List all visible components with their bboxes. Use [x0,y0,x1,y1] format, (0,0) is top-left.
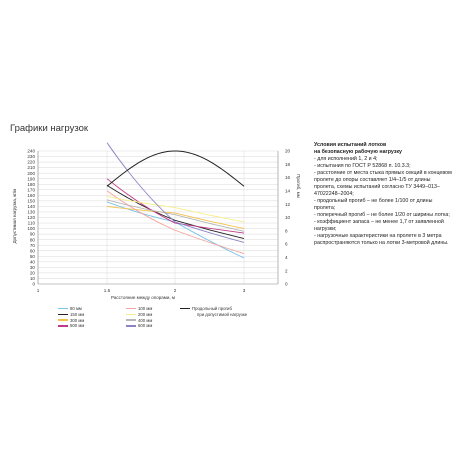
y-tick-label: 10 [30,276,36,281]
y-tick-label: 110 [28,221,36,226]
y-tick-label: 150 [27,198,35,203]
legend-label-line: Продольный прогиб [192,306,232,311]
series-line-500-мм [106,178,245,234]
series-line-400-мм [106,199,245,232]
y2-tick-label: 10 [285,215,291,220]
legend-item: 300 мм [58,318,84,323]
legend-swatch [58,313,68,315]
y-tick-label: 240 [27,149,35,154]
legend-swatch [126,325,136,327]
legend-label: 500 мм [70,323,85,329]
legend-item: 100 мм [126,306,152,311]
notes-line: - поперечный прогиб – не более 1/20 от ш… [314,212,450,218]
y2-tick-label: 6 [285,242,288,247]
legend-item: 600 мм [126,323,152,328]
y-tick-label: 30 [30,265,36,270]
y-tick-label: 120 [27,215,35,220]
page-title: Графики нагрузок [10,123,89,134]
notes-heading-2: на безопасную рабочую нагрузку [314,149,402,155]
y2-tick-label: 0 [285,282,288,287]
legend-label: Продольный прогиб при допустимой нагрузке [192,306,247,317]
x-tick-label: 3 [243,288,246,293]
y-tick-label: 190 [27,176,35,181]
y-tick-label: 60 [30,248,36,253]
deflection-curve [106,150,245,187]
legend-swatch [126,319,136,321]
y-tick-label: 180 [27,182,35,187]
y2-tick-label: 18 [285,162,291,167]
notes-line: - нагрузочные характеристики на пролете … [314,233,449,246]
series-line-600-мм [106,142,245,243]
axes-layer: 0102030405060708090100110120130140150160… [27,149,290,293]
notes-heading-1: Условия испытаний лотков [314,142,387,148]
legend-swatch [58,307,68,310]
legend-item-deflection: Продольный прогиб при допустимой нагрузке [180,306,247,317]
y-tick-label: 140 [27,204,35,209]
y2-axis-label: Прогиб, мм [296,174,301,198]
y2-tick-label: 12 [285,202,291,207]
legend-item: 150 мм [58,312,84,317]
series-line-300-мм [106,205,245,230]
notes-line: - для исполнений 1, 2 и 4; [314,156,378,162]
legend-item: 500 мм [58,323,84,328]
x-tick-label: 2 [174,288,177,293]
x-tick-label: 1.5 [104,288,111,293]
notes-line: - расстояние от места стыка прямых секци… [314,170,452,197]
y-tick-label: 80 [30,237,36,242]
y-tick-label: 130 [27,210,35,215]
y-tick-label: 210 [27,165,35,170]
y-tick-label: 220 [27,160,35,165]
legend-swatch [58,319,68,321]
y-tick-label: 20 [30,271,36,276]
legend-label: 150 мм [70,311,85,317]
y2-tick-label: 16 [285,175,291,180]
notes-line: - коэффициент запаса – не менее 1,7 от з… [314,219,444,232]
legend-label: 400 мм [138,317,153,323]
test-conditions: Условия испытаний лотков на безопасную р… [314,142,452,247]
y-tick-label: 0 [32,282,35,287]
y-tick-label: 40 [30,259,36,264]
y2-tick-label: 2 [285,268,288,273]
legend-swatch [126,307,136,310]
series-line-150-мм [106,184,245,239]
legend-label: 80 мм [70,306,82,311]
y-tick-label: 100 [27,226,35,231]
y-tick-label: 50 [30,254,36,259]
series-line-200-мм [106,195,245,223]
x-axis-label: Расстояние между опорами, м [111,295,175,300]
y-tick-label: 160 [27,193,35,198]
x-tick-label: 1 [37,288,40,293]
notes-line: - испытания по ГОСТ Р 52868 п. 10.3.3; [314,163,411,169]
legend-swatch [126,313,136,315]
legend-swatch [180,308,190,310]
y2-tick-label: 8 [285,228,288,233]
legend-label: 100 мм [138,306,153,311]
legend-swatch [58,325,68,327]
series-layer [106,142,245,259]
y-axis-label: Допустимая нагрузка, кг/м [12,189,17,244]
legend-label: 600 мм [138,323,153,329]
legend-label: 300 мм [70,317,85,323]
y2-tick-label: 14 [285,189,291,194]
legend-label-line: при допустимой нагрузке [197,311,248,317]
y-tick-label: 200 [27,171,35,176]
y2-tick-label: 4 [285,255,288,260]
legend-item: 400 мм [126,318,152,323]
y-tick-label: 230 [27,154,35,159]
legend-item: 80 мм [58,306,82,311]
y-tick-label: 90 [30,232,36,237]
y2-tick-label: 20 [285,149,291,154]
y-tick-label: 70 [30,243,36,248]
notes-line: - продольный прогиб – не более 1/100 от … [314,198,433,211]
legend-label: 200 мм [138,311,153,317]
y-tick-label: 170 [27,187,35,192]
legend-item: 200 мм [126,312,152,317]
